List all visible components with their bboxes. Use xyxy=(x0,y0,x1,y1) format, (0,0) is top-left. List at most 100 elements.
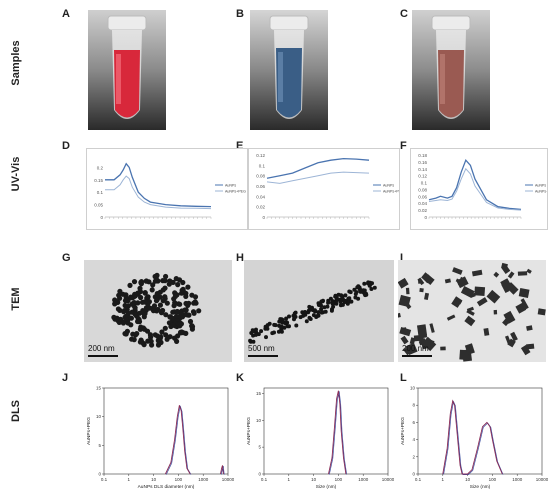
tem-particle xyxy=(331,304,336,309)
tem-particle xyxy=(526,268,532,274)
tem-particle xyxy=(333,293,338,298)
tem-particle xyxy=(149,287,155,293)
legend-label: AuNPs xyxy=(535,184,546,188)
tem-particle xyxy=(187,318,194,325)
tem-particle xyxy=(167,278,173,284)
tem-particle xyxy=(493,309,498,315)
tem-particle xyxy=(112,297,118,303)
tem-particle xyxy=(171,309,177,315)
tem-particle xyxy=(493,271,500,278)
y-tick-label: 10 xyxy=(256,418,262,423)
y-tick-label: 15 xyxy=(96,386,102,391)
tem-particle xyxy=(336,292,341,297)
tem-particle xyxy=(326,300,331,305)
tem-particle xyxy=(141,342,147,348)
tem-particle xyxy=(157,302,163,308)
tem-particle xyxy=(155,342,162,348)
x-tick-label: 1000 xyxy=(512,477,523,482)
tem-particle xyxy=(178,329,184,335)
tem-particle xyxy=(163,312,169,318)
tem-particle xyxy=(405,287,410,295)
tem-particle xyxy=(418,331,428,339)
tem-particle xyxy=(424,292,430,301)
y-tick-label: 8 xyxy=(412,403,415,408)
tem-particle xyxy=(129,336,135,342)
tem-particle xyxy=(175,282,181,288)
tem-particle xyxy=(452,267,463,275)
tem-particle xyxy=(322,305,327,310)
tem-particle xyxy=(162,294,168,300)
tem-particle xyxy=(510,331,518,342)
tem-particle xyxy=(117,295,123,301)
panel-letter-b: B xyxy=(236,8,244,20)
panel-letter-c: C xyxy=(400,8,408,20)
tem-particle xyxy=(193,300,199,306)
dls-chart-k: 0.1 1 10 100 1000 10000 0 5 10 15 Size (nm) AuNPs+P… xyxy=(244,380,395,494)
series-line-1 xyxy=(266,157,370,179)
panel-letter-d: D xyxy=(62,140,70,152)
tem-particle xyxy=(362,281,367,286)
tem-particle xyxy=(526,325,533,331)
tem-particle xyxy=(158,334,164,340)
row-label-uvvis: UV-Vis xyxy=(10,156,22,192)
tem-particle xyxy=(471,269,483,277)
tem-particle xyxy=(128,315,134,321)
tem-particle xyxy=(501,264,511,275)
tem-particle xyxy=(123,295,129,301)
x-axis-label: Size (nm) xyxy=(470,484,491,490)
plot-frame xyxy=(417,387,543,475)
tem-scalebar-h xyxy=(248,355,278,357)
tem-particle xyxy=(183,330,189,336)
tem-particle xyxy=(191,310,197,316)
y-tick-label: 0.18 xyxy=(418,153,427,158)
y-tick-label: 0.02 xyxy=(256,205,265,210)
y-tick-label: 6 xyxy=(412,420,415,425)
tem-particle xyxy=(138,279,144,286)
series-line-1 xyxy=(105,162,212,208)
series-line-2 xyxy=(105,175,212,210)
tem-particle xyxy=(285,324,290,329)
tem-particle xyxy=(319,307,324,312)
panel-letter-e: E xyxy=(236,140,244,152)
tem-particle xyxy=(292,317,296,322)
tem-particle xyxy=(253,332,258,337)
y-tick-label: 0.14 xyxy=(418,167,427,172)
tem-particle xyxy=(151,303,158,309)
tem-particle xyxy=(173,276,179,282)
dls-trace xyxy=(328,390,347,475)
tem-particle xyxy=(372,285,377,290)
tem-particle xyxy=(444,278,451,284)
x-tick-label: 10000 xyxy=(222,477,234,482)
tem-particle xyxy=(140,308,146,314)
tem-particle xyxy=(177,314,183,320)
tem-particle xyxy=(343,299,347,304)
y-tick-label: 0.05 xyxy=(94,203,103,208)
sample-photo-blue xyxy=(250,10,328,130)
tem-particle xyxy=(142,290,148,296)
y-axis-label: AuNPs+PEG xyxy=(86,417,92,445)
tem-particle xyxy=(304,319,309,324)
tem-particle xyxy=(138,294,144,301)
tem-particle xyxy=(133,332,139,338)
tem-particle xyxy=(421,272,435,285)
tem-particle xyxy=(301,313,306,318)
tem-particle xyxy=(136,319,143,325)
x-tick-label: 1000 xyxy=(198,477,209,482)
tem-particle xyxy=(325,304,330,309)
tem-particle xyxy=(319,299,324,304)
tem-scalebar-g xyxy=(88,355,118,357)
y-tick-label: 0.16 xyxy=(418,160,427,165)
tem-particle xyxy=(307,315,312,320)
tem-particle xyxy=(160,287,166,293)
y-tick-label: 0 xyxy=(100,215,103,220)
tem-particle xyxy=(160,278,166,284)
tem-particle xyxy=(518,288,530,298)
y-axis-label: AuNPs+PEG xyxy=(400,417,406,445)
tem-particle xyxy=(185,284,191,290)
tem-particle xyxy=(520,298,529,310)
tem-particle xyxy=(259,329,264,334)
tem-particle xyxy=(429,323,435,333)
y-tick-label: 10 xyxy=(96,414,102,419)
tem-particle xyxy=(152,273,158,280)
y-tick-label: 0 xyxy=(98,472,101,477)
